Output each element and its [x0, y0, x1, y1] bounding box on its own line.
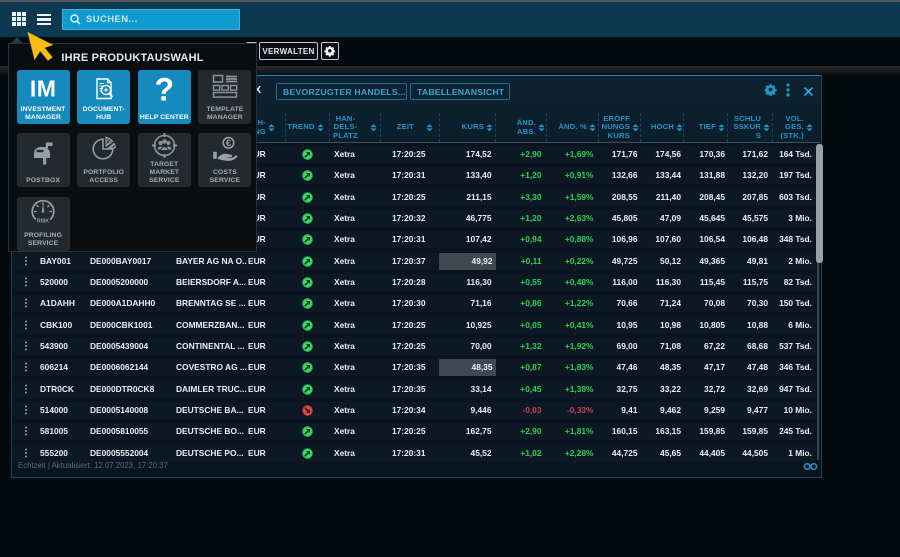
- svg-text:RISK: RISK: [37, 219, 49, 225]
- svg-text:€: €: [226, 138, 232, 149]
